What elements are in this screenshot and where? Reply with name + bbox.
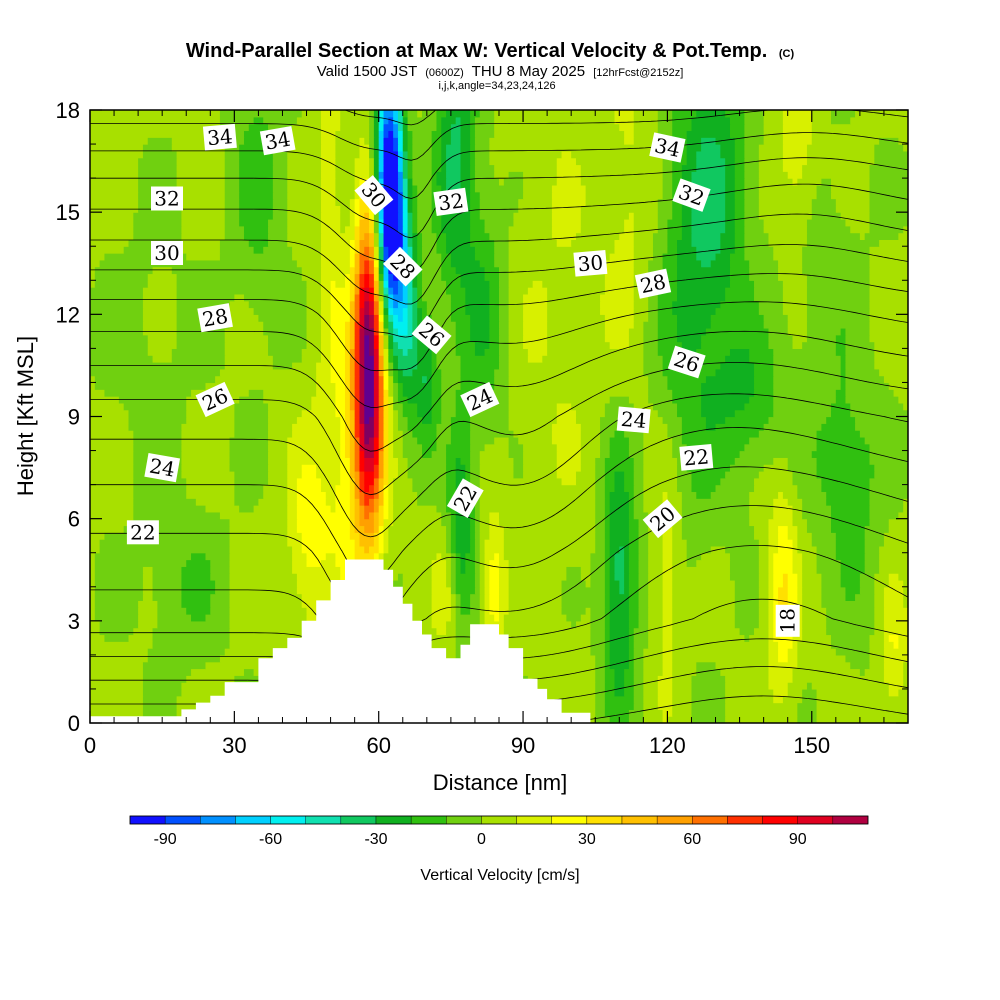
colorbar-swatch <box>410 815 447 825</box>
colorbar-swatch <box>129 815 166 825</box>
copyright-mark: (C) <box>779 48 795 60</box>
colorbar-tick-label: -90 <box>154 831 177 848</box>
contour-label: 34 <box>649 132 686 163</box>
chart-subtitle: Valid 1500 JST (0600Z) THU 8 May 2025 [1… <box>317 63 684 80</box>
chart-index-line: i,j,k,angle=34,23,24,126 <box>438 80 555 92</box>
colorbar-swatch <box>797 815 834 825</box>
colorbar-swatch <box>692 815 728 825</box>
svg-text:30: 30 <box>154 241 179 265</box>
contour-label: 22 <box>446 478 484 519</box>
svg-text:34: 34 <box>206 124 233 150</box>
svg-text:30: 30 <box>577 250 604 276</box>
x-tick-label: 0 <box>84 733 96 758</box>
terrain-profile <box>90 559 591 723</box>
colorbar-frame <box>129 815 869 825</box>
x-tick-label: 150 <box>793 733 830 758</box>
colorbar-swatch <box>621 815 658 825</box>
colorbar-tick-label: -60 <box>259 831 282 848</box>
contour-label: 18 <box>775 604 800 637</box>
colorbar-title: Vertical Velocity [cm/s] <box>420 867 579 884</box>
contour-label: 30 <box>573 249 608 277</box>
theta-contour-34 <box>90 110 908 161</box>
y-tick-label: 6 <box>68 507 80 532</box>
contour-label: 32 <box>433 187 469 217</box>
colorbar-swatch <box>481 815 517 825</box>
contour-label: 28 <box>634 268 672 299</box>
contour-label: 34 <box>259 126 296 156</box>
svg-text:34: 34 <box>263 127 292 155</box>
colorbar-tick-label: 90 <box>789 831 807 848</box>
colorbar-tick-label: -30 <box>364 831 387 848</box>
theta-contour-28 <box>90 273 908 372</box>
colorbar-swatch <box>762 815 798 825</box>
theta-contour-30 <box>90 213 908 305</box>
colorbar-swatch <box>235 815 271 825</box>
colorbar-swatch <box>832 815 869 825</box>
colorbar: -90 -60 -30 0 30 60 90 <box>129 815 869 848</box>
colorbar-tick-label: 0 <box>477 831 486 848</box>
x-tick-label: 30 <box>222 733 246 758</box>
y-tick-label: 0 <box>68 711 80 736</box>
svg-text:32: 32 <box>154 187 179 211</box>
contour-label: 30 <box>151 241 183 265</box>
y-tick-label: 15 <box>56 200 80 225</box>
contour-label: 24 <box>616 406 651 434</box>
contour-label: 34 <box>202 123 237 151</box>
svg-text:18: 18 <box>776 608 800 633</box>
svg-text:28: 28 <box>638 269 668 298</box>
svg-text:22: 22 <box>683 444 710 470</box>
theta-contour-27 <box>90 301 908 408</box>
colorbar-swatch <box>305 815 342 825</box>
chart-title: Wind-Parallel Section at Max W: Vertical… <box>186 40 795 62</box>
colorbar-swatch <box>200 815 236 825</box>
colorbar-swatch <box>586 815 623 825</box>
colorbar-swatch <box>164 815 201 825</box>
svg-text:32: 32 <box>437 188 466 215</box>
colorbar-swatch <box>727 815 763 825</box>
contour-label: 22 <box>126 520 159 545</box>
colorbar-swatch <box>551 815 588 825</box>
colorbar-swatch <box>375 815 412 825</box>
x-tick-label: 120 <box>649 733 686 758</box>
colorbar-swatch <box>340 815 377 825</box>
colorbar-swatch <box>516 815 552 825</box>
theta-contour-26 <box>90 330 908 452</box>
svg-text:24: 24 <box>620 407 647 433</box>
svg-text:22: 22 <box>130 520 155 544</box>
colorbar-swatch <box>656 815 693 825</box>
svg-text:24: 24 <box>148 454 177 482</box>
svg-text:34: 34 <box>652 133 682 162</box>
x-axis-title: Distance [nm] <box>433 770 568 795</box>
y-tick-label: 3 <box>68 609 80 634</box>
y-tick-label: 12 <box>56 302 80 327</box>
colorbar-tick-label: 60 <box>683 831 701 848</box>
contour-label: 28 <box>197 303 233 333</box>
y-tick-label: 9 <box>68 405 80 430</box>
colorbar-tick-label: 30 <box>578 831 596 848</box>
x-tick-label: 60 <box>366 733 390 758</box>
y-axis-title: Height [Kft MSL] <box>13 336 38 496</box>
colorbar-swatch <box>446 815 482 825</box>
contour-label: 32 <box>151 186 183 211</box>
contour-label: 22 <box>679 444 714 471</box>
svg-text:28: 28 <box>200 304 229 332</box>
y-tick-label: 18 <box>56 98 80 123</box>
axis-ticks: 0 30 60 90 120 150 0 3 6 9 12 15 18 <box>56 98 908 758</box>
colorbar-swatch <box>270 815 306 825</box>
x-tick-label: 90 <box>511 733 535 758</box>
contour-label: 24 <box>144 453 181 483</box>
